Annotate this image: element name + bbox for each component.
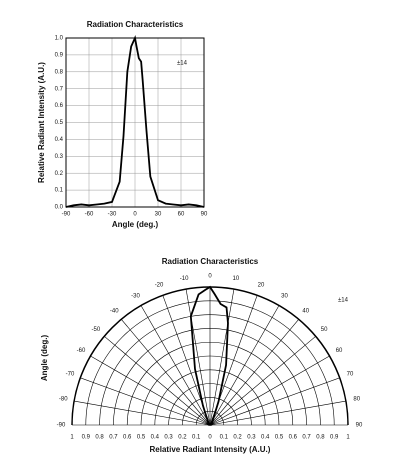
grid-ray bbox=[209, 305, 280, 426]
r-tick-label: 0 bbox=[208, 435, 212, 441]
r-tick-label: 0.3 bbox=[164, 435, 173, 441]
x-tick-label: 0 bbox=[133, 212, 137, 218]
y-tick-label: 0.6 bbox=[55, 103, 64, 109]
y-tick-label: 0.1 bbox=[55, 188, 64, 194]
y-tick-label: 0.5 bbox=[55, 120, 64, 126]
r-tick-label: 0.2 bbox=[233, 435, 242, 441]
grid-ray bbox=[74, 400, 211, 426]
r-tick-label: 0.9 bbox=[82, 435, 91, 441]
y-tick-label: 0.2 bbox=[55, 171, 64, 177]
x-tick-label: 90 bbox=[201, 212, 208, 218]
angle-tick-label: -50 bbox=[92, 327, 101, 333]
grid-ray bbox=[140, 305, 211, 426]
angle-tick-label: -20 bbox=[155, 283, 164, 289]
x-axis-label: Angle (deg.) bbox=[112, 220, 159, 229]
x-axis-label: Relative Radiant Intensity (A.U.) bbox=[150, 445, 271, 454]
r-tick-label: 1 bbox=[70, 435, 74, 441]
r-tick-label: 1 bbox=[346, 435, 350, 441]
r-tick-label: 0.5 bbox=[275, 435, 284, 441]
angle-tick-label: -90 bbox=[57, 423, 66, 429]
r-tick-label: 0.6 bbox=[289, 435, 298, 441]
x-tick-label: -60 bbox=[85, 212, 94, 218]
grid-ray bbox=[80, 377, 211, 426]
angle-tick-label: 60 bbox=[336, 348, 343, 354]
r-tick-label: 0.4 bbox=[261, 435, 270, 441]
data-line bbox=[65, 35, 205, 208]
x-tick-label: 60 bbox=[178, 212, 185, 218]
r-tick-label: 0.1 bbox=[220, 435, 229, 441]
data-line bbox=[189, 285, 229, 426]
x-tick-label: 30 bbox=[155, 212, 162, 218]
y-tick-label: 0.0 bbox=[55, 205, 64, 211]
r-tick-label: 0.6 bbox=[123, 435, 132, 441]
grid-ray bbox=[104, 336, 211, 426]
angle-tick-label: 10 bbox=[233, 276, 240, 282]
x-tick-label: -90 bbox=[62, 212, 71, 218]
y-tick-label: 0.7 bbox=[55, 86, 64, 92]
grid-ray bbox=[185, 289, 211, 426]
r-tick-label: 0.3 bbox=[247, 435, 256, 441]
angle-tick-label: 40 bbox=[302, 308, 309, 314]
angle-tick-label: -30 bbox=[131, 294, 140, 300]
r-tick-label: 0.7 bbox=[109, 435, 118, 441]
angle-tick-label: -40 bbox=[110, 308, 119, 314]
y-tick-label: 1.0 bbox=[55, 36, 64, 42]
grid-ray bbox=[209, 289, 235, 426]
annotation: ±14 bbox=[338, 298, 349, 304]
y-axis-label: Angle (deg.) bbox=[40, 335, 49, 382]
grid-ray bbox=[121, 319, 211, 426]
y-tick-label: 0.9 bbox=[55, 52, 64, 58]
angle-tick-label: -70 bbox=[66, 372, 75, 378]
angle-tick-label: -10 bbox=[180, 276, 189, 282]
angle-tick-label: 50 bbox=[321, 327, 328, 333]
y-tick-label: 0.4 bbox=[55, 137, 64, 143]
angle-tick-label: 90 bbox=[356, 423, 363, 429]
angle-tick-label: 80 bbox=[353, 397, 360, 403]
grid-ray bbox=[209, 355, 330, 426]
grid-ray bbox=[209, 400, 346, 426]
angle-tick-label: 30 bbox=[281, 294, 288, 300]
angle-tick-label: 20 bbox=[258, 283, 265, 289]
angle-tick-label: -60 bbox=[77, 348, 86, 354]
y-tick-label: 0.3 bbox=[55, 154, 64, 160]
y-tick-label: 0.8 bbox=[55, 69, 64, 75]
r-tick-label: 0.8 bbox=[316, 435, 325, 441]
angle-tick-label: -80 bbox=[59, 397, 68, 403]
r-tick-label: 0.5 bbox=[137, 435, 146, 441]
y-axis-label: Relative Radiant Intensity (A.U.) bbox=[37, 62, 46, 183]
r-tick-label: 0.4 bbox=[151, 435, 160, 441]
chart-title: Radiation Characteristics bbox=[162, 257, 259, 266]
chart-title: Radiation Characteristics bbox=[87, 20, 184, 29]
x-tick-label: -30 bbox=[108, 212, 117, 218]
r-tick-label: 0.1 bbox=[192, 435, 201, 441]
r-tick-label: 0.8 bbox=[95, 435, 104, 441]
annotation: ±14 bbox=[177, 61, 188, 67]
grid-ray bbox=[209, 319, 299, 426]
grid-ray bbox=[209, 336, 316, 426]
angle-tick-label: 70 bbox=[347, 372, 354, 378]
grid-ray bbox=[209, 377, 340, 426]
r-tick-label: 0.2 bbox=[178, 435, 187, 441]
grid-ray bbox=[90, 355, 211, 426]
angle-tick-label: 0 bbox=[208, 274, 212, 280]
r-tick-label: 0.9 bbox=[330, 435, 339, 441]
r-tick-label: 0.7 bbox=[302, 435, 311, 441]
